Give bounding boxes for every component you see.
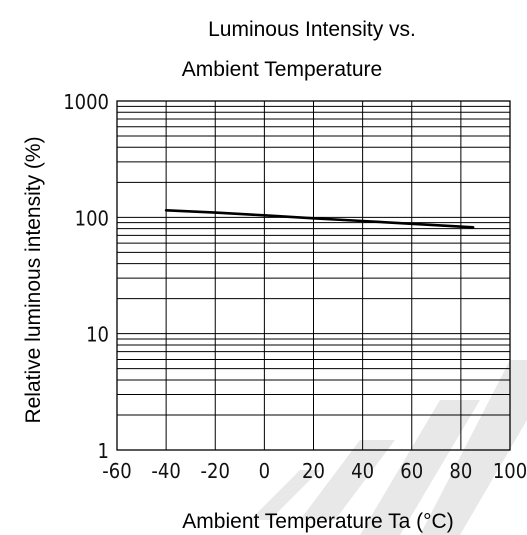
watermark-stroke-2	[300, 440, 395, 520]
y-tick-label: 1000	[63, 90, 109, 114]
y-axis-label: Relative luminous intensity (%)	[22, 136, 45, 423]
x-tick-label: 0	[259, 459, 270, 483]
x-tick-label: 100	[493, 459, 527, 483]
series-line	[164, 208, 475, 229]
series-layer	[164, 208, 475, 229]
watermark-stroke-4	[420, 360, 527, 535]
y-tick-label: 100	[75, 206, 109, 230]
x-tick-label: -20	[201, 459, 230, 483]
x-tick-label: 20	[302, 459, 325, 483]
x-axis-label: Ambient Temperature Ta (°C)	[182, 510, 453, 533]
x-tick-label: 80	[449, 459, 472, 483]
y-tick-label: 1	[98, 439, 109, 463]
chart-title-line2: Ambient Temperature	[182, 58, 382, 81]
x-tick-labels: -60 -40 -20 0 20 40 60 80 100	[102, 459, 527, 483]
grid	[116, 100, 511, 451]
x-tick-label: 40	[351, 459, 374, 483]
plot-frame	[116, 100, 511, 451]
watermark-stroke-1	[250, 470, 320, 520]
x-tick-label: -40	[151, 459, 180, 483]
watermark-stroke-3	[360, 400, 480, 535]
y-tick-labels: 1 10 100 1000	[63, 90, 109, 463]
x-tick-label: 60	[400, 459, 423, 483]
x-tick-label: -60	[102, 459, 131, 483]
watermark	[250, 360, 527, 535]
y-tick-label: 10	[86, 323, 109, 347]
chart-title-line1: Luminous Intensity vs.	[208, 18, 416, 41]
